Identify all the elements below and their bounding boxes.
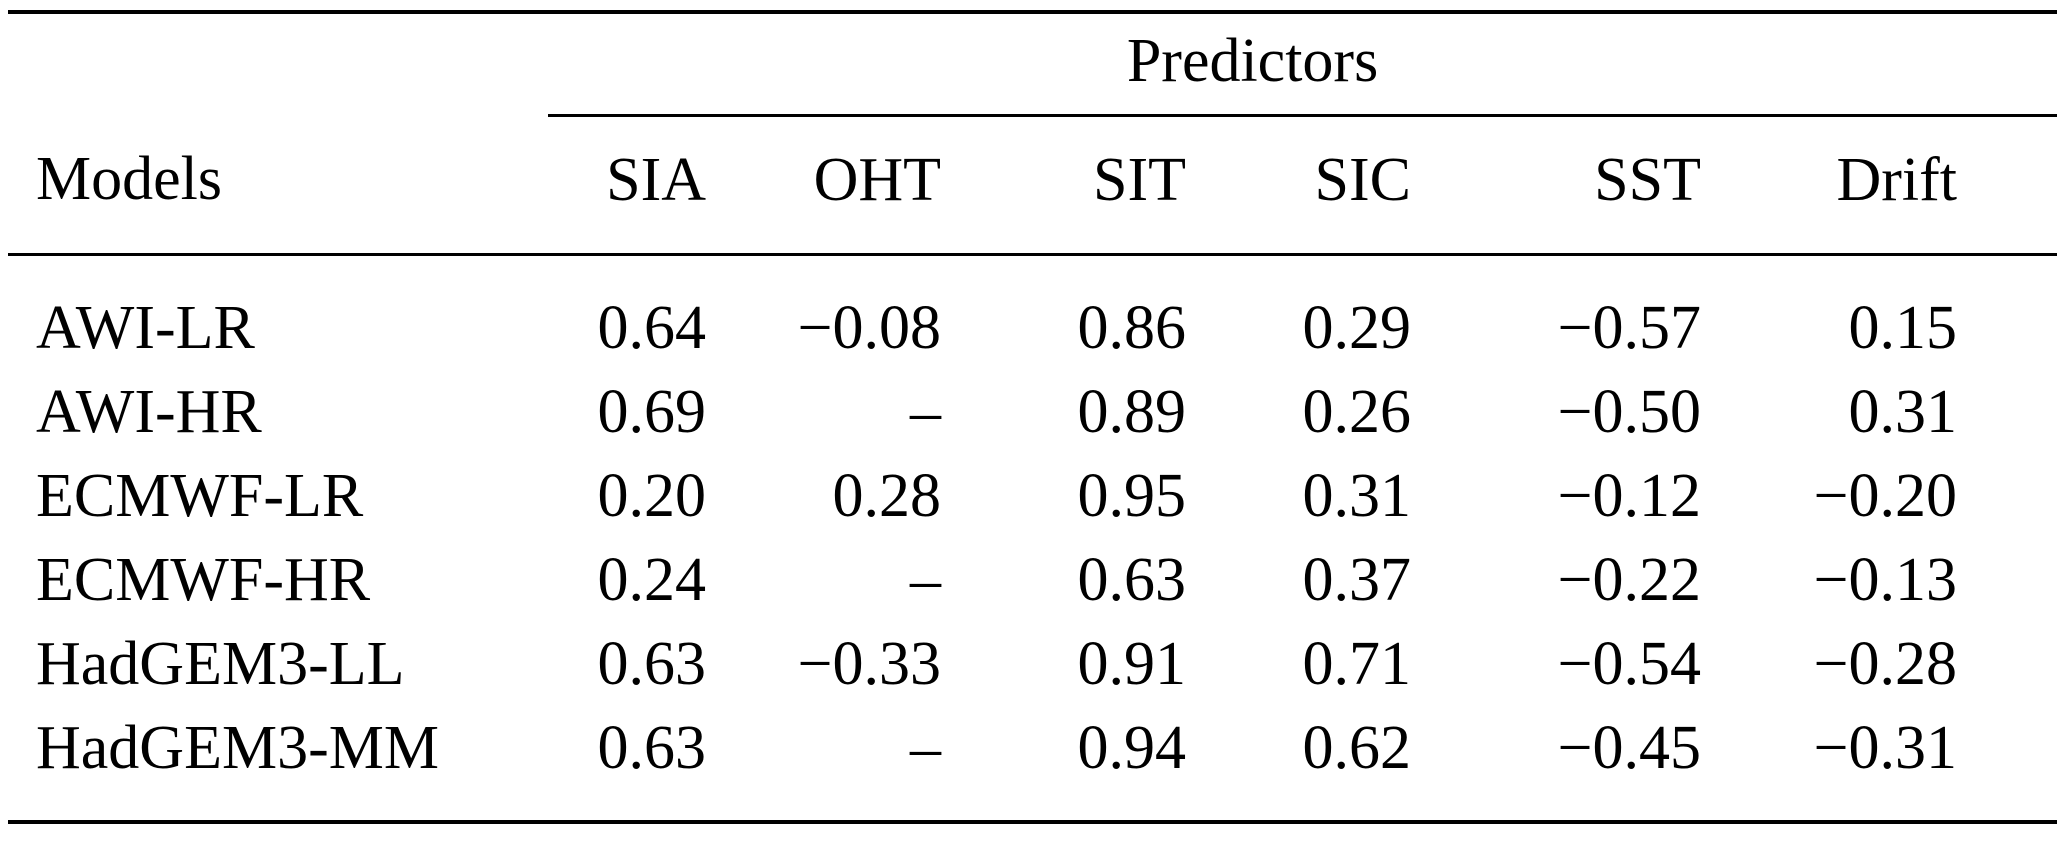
cell-sst: −0.12: [1557, 462, 1701, 530]
cell-sit: 0.63: [1077, 546, 1187, 614]
model-name: HadGEM3-LL: [36, 630, 405, 698]
cell-sia: 0.63: [597, 714, 707, 782]
column-header-sst: SST: [1423, 115, 1713, 256]
cell-sic: 0.37: [1302, 546, 1412, 614]
model-name: AWI-HR: [36, 378, 262, 446]
cell-oht: –: [910, 546, 941, 614]
predictors-correlation-table: Predictors Models SIA OHT SIT SIC SST Dr…: [8, 10, 2058, 824]
column-header-sia: SIA: [548, 115, 718, 256]
column-header-sit: SIT: [953, 115, 1198, 256]
cell-sst: −0.54: [1557, 630, 1701, 698]
models-column-header: Models: [8, 115, 548, 256]
cell-sia: 0.63: [597, 630, 707, 698]
cell-drift: −0.31: [1813, 714, 1958, 782]
predictors-group-header: Predictors: [548, 12, 2058, 117]
model-name: ECMWF-LR: [36, 462, 364, 530]
cell-drift: −0.20: [1813, 462, 1958, 530]
cell-sst: −0.50: [1557, 378, 1701, 446]
cell-oht: −0.08: [797, 294, 941, 362]
cell-sic: 0.62: [1302, 714, 1412, 782]
table-row: ECMWF-LR 0.20 0.28 0.95 0.31 −0.12 −0.20: [8, 454, 2057, 538]
table-row: AWI-LR 0.64 −0.08 0.86 0.29 −0.57 0.15: [8, 255, 2057, 371]
group-header-row: Predictors: [8, 12, 2058, 117]
cell-sic: 0.31: [1302, 462, 1412, 530]
cell-sia: 0.20: [597, 462, 707, 530]
cell-sit: 0.91: [1077, 630, 1187, 698]
cell-drift: 0.31: [1848, 378, 1958, 446]
cell-drift: −0.28: [1813, 630, 1958, 698]
cell-oht: 0.28: [832, 462, 942, 530]
table-wrapper: Predictors Models SIA OHT SIT SIC SST Dr…: [8, 10, 2058, 824]
table-row: HadGEM3-MM 0.63 – 0.94 0.62 −0.45 −0.31: [8, 706, 2057, 822]
cell-oht: −0.33: [797, 630, 941, 698]
table-row: ECMWF-HR 0.24 – 0.63 0.37 −0.22 −0.13: [8, 538, 2057, 622]
cell-sit: 0.89: [1077, 378, 1187, 446]
model-name: ECMWF-HR: [36, 546, 371, 614]
table-row: AWI-HR 0.69 – 0.89 0.26 −0.50 0.31: [8, 370, 2057, 454]
cell-drift: 0.15: [1848, 294, 1958, 362]
corner-empty-cell: [8, 12, 548, 116]
column-header-oht: OHT: [718, 115, 953, 256]
cell-sit: 0.86: [1077, 294, 1187, 362]
cell-sia: 0.64: [597, 294, 707, 362]
column-header-drift: Drift: [1713, 115, 2058, 256]
cell-sst: −0.45: [1557, 714, 1701, 782]
cell-drift: −0.13: [1813, 546, 1958, 614]
model-name: HadGEM3-MM: [36, 714, 439, 782]
cell-oht: –: [910, 714, 941, 782]
cell-sit: 0.94: [1077, 714, 1187, 782]
cell-oht: –: [910, 378, 941, 446]
cell-sst: −0.57: [1557, 294, 1701, 362]
cell-sit: 0.95: [1077, 462, 1187, 530]
table-row: HadGEM3-LL 0.63 −0.33 0.91 0.71 −0.54 −0…: [8, 622, 2057, 706]
cell-sia: 0.24: [597, 546, 707, 614]
cell-sst: −0.22: [1557, 546, 1701, 614]
cell-sic: 0.26: [1302, 378, 1412, 446]
cell-sia: 0.69: [597, 378, 707, 446]
cell-sic: 0.29: [1302, 294, 1412, 362]
column-header-row: Models SIA OHT SIT SIC SST Drift: [8, 115, 2058, 256]
model-name: AWI-LR: [36, 294, 255, 362]
cell-sic: 0.71: [1302, 630, 1412, 698]
column-header-sic: SIC: [1198, 115, 1423, 256]
